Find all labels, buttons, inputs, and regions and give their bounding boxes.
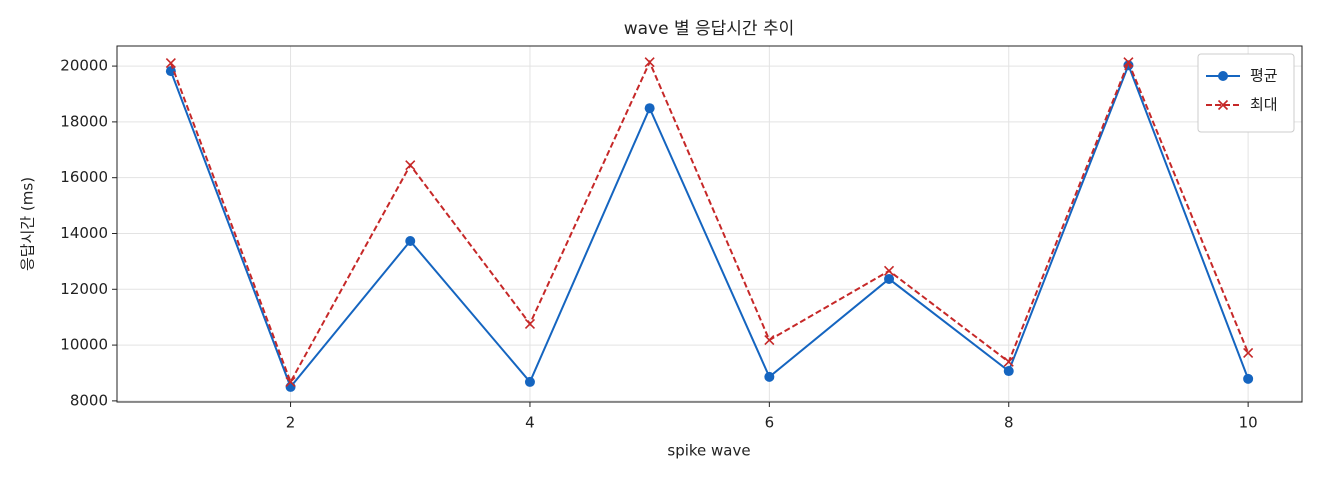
point xyxy=(883,265,895,276)
point xyxy=(165,66,176,77)
y-tick-label: 20000 xyxy=(60,57,108,75)
point xyxy=(285,376,296,387)
point xyxy=(1243,373,1254,384)
point xyxy=(285,381,296,392)
x-tick-label: 6 xyxy=(765,414,775,432)
x-tick-label: 4 xyxy=(525,414,535,432)
y-tick-label: 8000 xyxy=(70,391,108,409)
point xyxy=(405,160,416,171)
chart-title: wave 별 응답시간 추이 xyxy=(624,19,795,39)
x-tick-label: 8 xyxy=(1004,414,1014,432)
x-axis-label: spike wave xyxy=(667,442,750,460)
legend-box xyxy=(1197,53,1295,133)
x-tick-label: 10 xyxy=(1239,414,1258,432)
legend-marker xyxy=(1217,99,1229,111)
point xyxy=(1003,356,1014,367)
plot-frame xyxy=(116,45,1303,403)
y-tick-label: 10000 xyxy=(60,336,108,354)
y-tick-label: 18000 xyxy=(60,112,108,130)
x-tick-label: 2 xyxy=(286,414,296,432)
point xyxy=(1003,366,1014,377)
legend-label: 평균 xyxy=(1250,67,1278,85)
point xyxy=(764,371,775,382)
point xyxy=(405,236,416,247)
point xyxy=(524,318,536,329)
y-tick-label: 14000 xyxy=(60,224,108,242)
point xyxy=(644,57,655,68)
y-tick-label: 16000 xyxy=(60,168,108,186)
point xyxy=(1243,347,1254,358)
legend-label: 최대 xyxy=(1250,96,1278,114)
y-tick-label: 12000 xyxy=(60,280,108,298)
point xyxy=(884,273,895,284)
y-axis-label: 응답시간 (ms) xyxy=(19,177,37,271)
legend-marker xyxy=(1218,71,1228,81)
point xyxy=(644,103,655,114)
point xyxy=(1123,57,1134,68)
point xyxy=(165,57,176,69)
point xyxy=(524,376,535,387)
series-line xyxy=(169,59,1250,385)
point xyxy=(764,334,775,346)
series-line xyxy=(169,62,1250,389)
